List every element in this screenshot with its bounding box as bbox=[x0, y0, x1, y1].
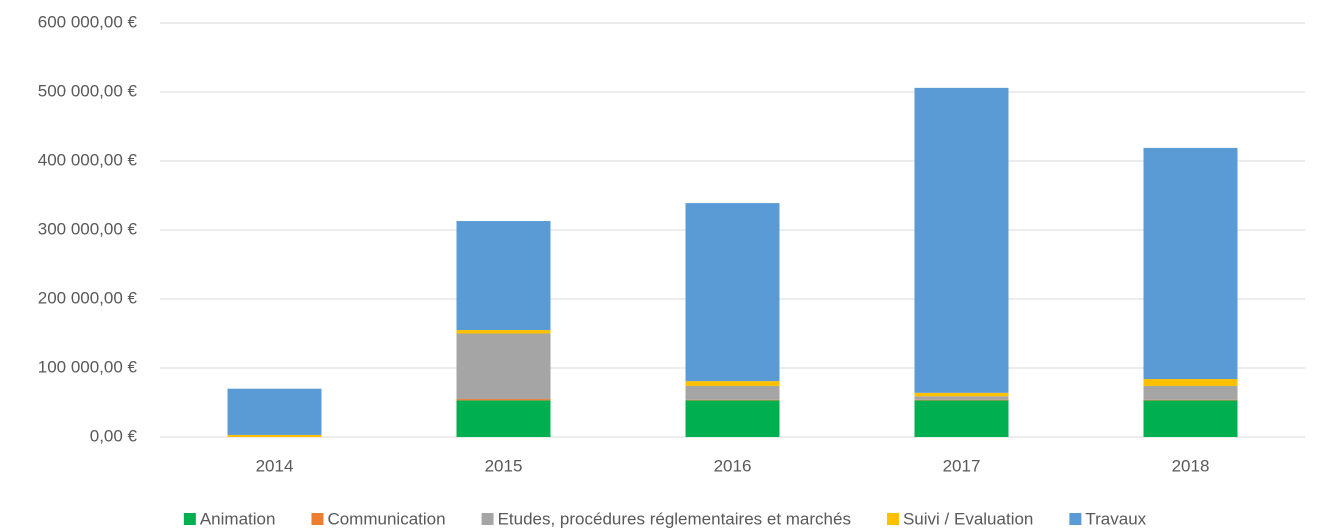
y-tick-label: 200 000,00 € bbox=[38, 288, 138, 307]
y-tick-label: 100 000,00 € bbox=[38, 357, 138, 376]
bar-segment bbox=[456, 221, 551, 331]
legend-swatch bbox=[183, 513, 196, 525]
legend-label: Travaux bbox=[1085, 509, 1146, 528]
bar-segment bbox=[685, 385, 780, 400]
legend-label: Communication bbox=[327, 509, 445, 528]
bar-segment bbox=[914, 87, 1009, 393]
bar-segment bbox=[1143, 147, 1238, 380]
bar-segment bbox=[685, 399, 780, 401]
bar-segment bbox=[456, 330, 551, 334]
legend-swatch bbox=[886, 513, 899, 525]
legend-label: Suivi / Evaluation bbox=[903, 509, 1033, 528]
bar-segment bbox=[685, 400, 780, 437]
x-tick-label: 2014 bbox=[256, 456, 294, 475]
x-tick-label: 2017 bbox=[943, 456, 981, 475]
legend-swatch bbox=[1069, 513, 1082, 525]
bar-segment bbox=[1143, 385, 1238, 400]
bar-segment bbox=[1143, 400, 1238, 437]
bar-segment bbox=[227, 434, 322, 437]
y-tick-label: 400 000,00 € bbox=[38, 150, 138, 169]
bar-segment bbox=[227, 388, 322, 435]
y-tick-label: 500 000,00 € bbox=[38, 81, 138, 100]
x-tick-label: 2015 bbox=[485, 456, 523, 475]
bar-segment bbox=[685, 381, 780, 386]
bar-segment bbox=[685, 203, 780, 382]
legend-label: Etudes, procédures réglementaires et mar… bbox=[498, 509, 851, 528]
bar-segment bbox=[456, 333, 551, 400]
y-tick-label: 0,00 € bbox=[90, 426, 138, 445]
bar-segment bbox=[456, 400, 551, 437]
legend-label: Animation bbox=[200, 509, 276, 528]
legend-swatch bbox=[311, 513, 324, 525]
bar-segment bbox=[456, 399, 551, 401]
y-tick-label: 600 000,00 € bbox=[38, 12, 138, 31]
x-tick-label: 2018 bbox=[1172, 456, 1210, 475]
bar-segment bbox=[914, 400, 1009, 437]
bar-segment bbox=[914, 399, 1009, 401]
bar-segment bbox=[1143, 399, 1238, 401]
bar-segment bbox=[1143, 379, 1238, 386]
legend-swatch bbox=[481, 513, 494, 525]
y-tick-label: 300 000,00 € bbox=[38, 219, 138, 238]
x-tick-label: 2016 bbox=[714, 456, 752, 475]
bar-segment bbox=[914, 392, 1009, 397]
bar-segment bbox=[914, 396, 1009, 400]
